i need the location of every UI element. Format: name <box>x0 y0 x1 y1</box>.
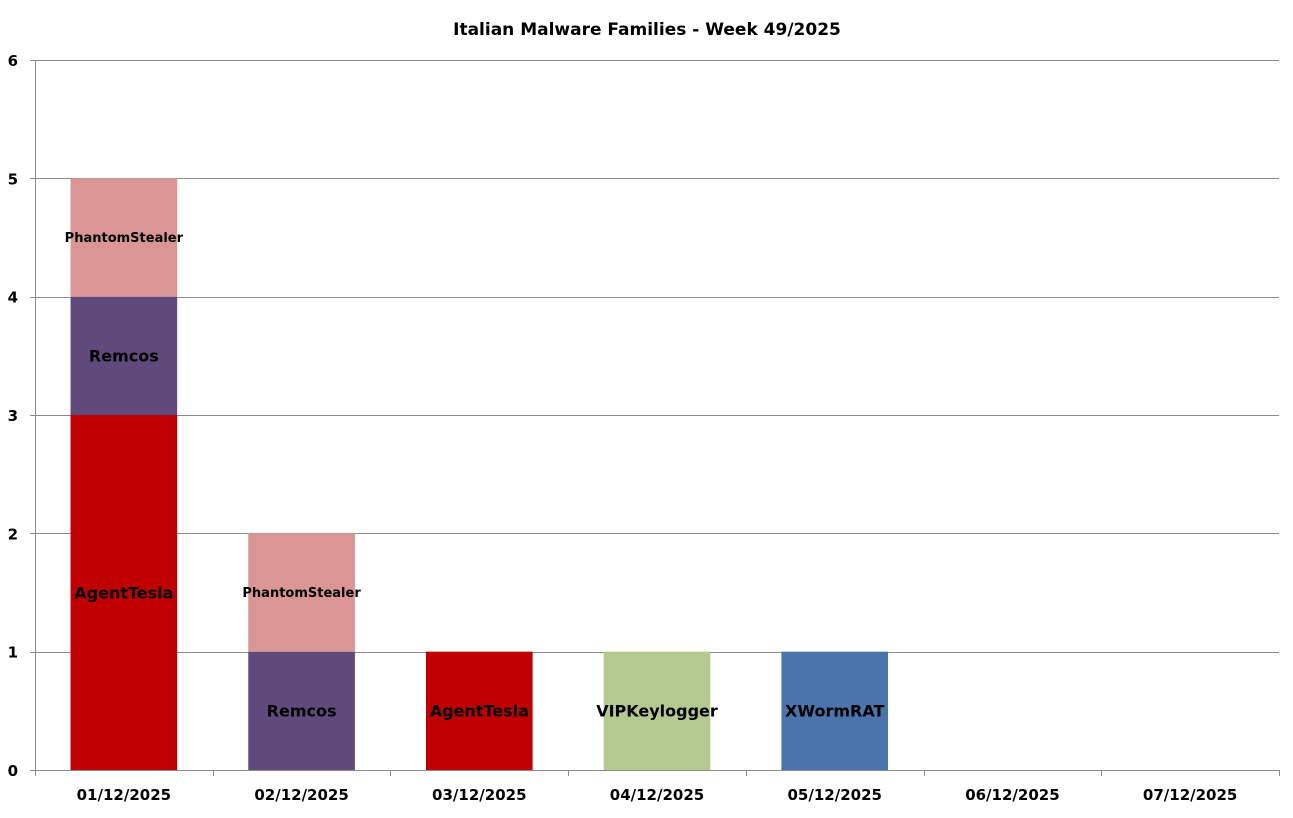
data-label: PhantomStealer <box>242 586 361 601</box>
data-label: AgentTesla <box>74 583 173 602</box>
x-tick-label: 02/12/2025 <box>254 786 348 804</box>
data-label: PhantomStealer <box>65 231 184 246</box>
x-tick-label: 05/12/2025 <box>787 786 881 804</box>
bar-segment-xwormrat <box>781 651 889 770</box>
data-label: Remcos <box>89 347 159 366</box>
axes <box>30 60 1280 776</box>
bar-segment-agenttesla <box>425 651 533 770</box>
x-tick-label: 07/12/2025 <box>1143 786 1237 804</box>
data-label: AgentTesla <box>430 702 529 721</box>
bar-segment-agenttesla <box>70 415 178 770</box>
y-tick-label: 1 <box>8 644 18 662</box>
bar-segment-remcos <box>70 296 178 415</box>
x-tick-label: 01/12/2025 <box>77 786 171 804</box>
y-tick-label: 4 <box>8 289 18 307</box>
bar-segment-vipkeylogger <box>603 651 711 770</box>
data-label: XWormRAT <box>785 702 884 721</box>
bar-segment-phantomstealer <box>70 178 178 297</box>
y-tick-label: 5 <box>8 170 18 188</box>
bar-segment-remcos <box>248 651 355 770</box>
x-tick-label: 06/12/2025 <box>965 786 1059 804</box>
chart-title: Italian Malware Families - Week 49/2025 <box>453 20 841 40</box>
y-tick-label: 2 <box>8 525 18 543</box>
data-label: VIPKeylogger <box>596 702 718 721</box>
x-tick-label: 04/12/2025 <box>610 786 704 804</box>
gridlines <box>35 60 1279 653</box>
data-label: Remcos <box>267 702 337 721</box>
y-tick-label: 6 <box>8 52 18 70</box>
y-tick-label: 0 <box>8 762 18 780</box>
bars: AgentTesla Remcos PhantomStealer Remcos Phan… <box>65 178 889 770</box>
tick-labels: 0 1 2 3 4 5 6 01/12/2025 02/12/2025 03/12/2025 04/… <box>8 52 1238 804</box>
bar-segment-phantomstealer <box>248 533 355 652</box>
y-tick-label: 3 <box>8 407 18 425</box>
x-tick-label: 03/12/2025 <box>432 786 526 804</box>
